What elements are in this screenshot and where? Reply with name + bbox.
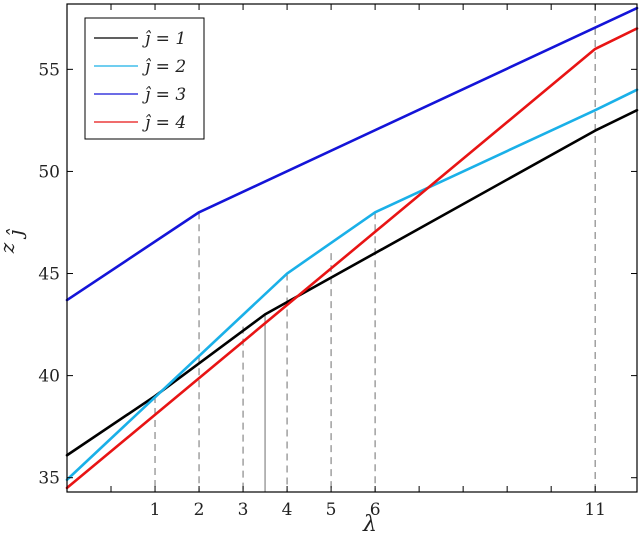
- legend-label-3: ĵ = 3: [142, 85, 186, 105]
- series-line-1: [65, 108, 639, 457]
- y-axis-label-subscript: ĵ: [3, 228, 27, 240]
- x-tick-label-1: 1: [150, 500, 161, 520]
- y-tick-label-50: 50: [38, 162, 60, 182]
- x-tick-label-11: 11: [584, 500, 606, 520]
- axis-ticks: [67, 4, 637, 492]
- reference-lines: [154, 4, 596, 492]
- x-tick-label-2: 2: [194, 500, 205, 520]
- y-axis-label: z: [0, 242, 19, 254]
- x-tick-label-5: 5: [326, 500, 337, 520]
- legend: ĵ = 1 ĵ = 2 ĵ = 3 ĵ = 4: [84, 17, 205, 140]
- plot-frame: [66, 3, 638, 493]
- series-line-2: [65, 88, 639, 482]
- series-line-3: [65, 6, 639, 302]
- legend-label-4: ĵ = 4: [142, 113, 186, 133]
- series-lines: [65, 6, 639, 490]
- y-tick-label-35: 35: [38, 469, 60, 489]
- y-tick-label-40: 40: [38, 367, 60, 387]
- x-tick-label-4: 4: [282, 500, 293, 520]
- x-tick-label-6: 6: [370, 500, 381, 520]
- y-axis-label-group: z ĵ: [0, 228, 27, 254]
- legend-label-1: ĵ = 1: [142, 29, 186, 49]
- series-line-4: [65, 27, 639, 490]
- y-tick-label-45: 45: [38, 265, 60, 285]
- legend-label-2: ĵ = 2: [142, 57, 186, 77]
- y-tick-label-55: 55: [38, 60, 60, 80]
- x-axis-label: λ: [362, 512, 377, 536]
- x-tick-label-3: 3: [238, 500, 249, 520]
